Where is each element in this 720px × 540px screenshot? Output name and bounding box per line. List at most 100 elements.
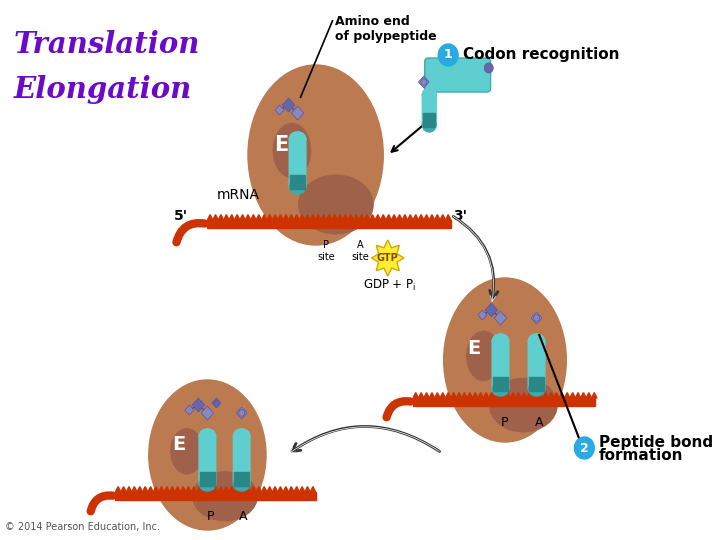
Polygon shape: [267, 487, 272, 492]
Polygon shape: [246, 214, 251, 220]
Text: 2: 2: [580, 442, 589, 455]
Polygon shape: [278, 487, 283, 492]
Text: Elongation: Elongation: [14, 75, 192, 104]
Polygon shape: [456, 393, 462, 398]
Ellipse shape: [492, 334, 508, 348]
Ellipse shape: [274, 124, 310, 178]
Polygon shape: [224, 214, 229, 220]
Polygon shape: [229, 487, 235, 492]
Bar: [235, 472, 249, 486]
Text: 5': 5': [174, 209, 188, 223]
Polygon shape: [435, 214, 440, 220]
Polygon shape: [300, 214, 305, 220]
Polygon shape: [354, 214, 359, 220]
Polygon shape: [201, 406, 214, 420]
Polygon shape: [500, 393, 505, 398]
Ellipse shape: [289, 132, 306, 146]
FancyBboxPatch shape: [492, 339, 510, 391]
Circle shape: [214, 400, 219, 406]
Polygon shape: [375, 214, 381, 220]
Polygon shape: [478, 393, 483, 398]
Polygon shape: [310, 487, 315, 492]
Polygon shape: [575, 393, 581, 398]
Text: E: E: [467, 339, 480, 357]
Ellipse shape: [199, 429, 215, 443]
Polygon shape: [143, 487, 148, 492]
Circle shape: [239, 410, 245, 416]
Polygon shape: [548, 393, 554, 398]
Text: Amino end
of polypeptide: Amino end of polypeptide: [336, 15, 437, 43]
Ellipse shape: [171, 429, 203, 474]
Polygon shape: [278, 214, 283, 220]
Polygon shape: [424, 214, 429, 220]
FancyArrowPatch shape: [176, 223, 204, 242]
Text: A: A: [239, 510, 248, 523]
Polygon shape: [478, 310, 487, 320]
Polygon shape: [332, 214, 337, 220]
Ellipse shape: [492, 382, 508, 396]
Polygon shape: [212, 398, 221, 408]
Polygon shape: [408, 214, 413, 220]
Polygon shape: [485, 303, 498, 317]
FancyArrowPatch shape: [292, 427, 439, 451]
Polygon shape: [164, 487, 169, 492]
Polygon shape: [229, 214, 235, 220]
Polygon shape: [137, 487, 143, 492]
Text: E: E: [274, 135, 289, 155]
Circle shape: [421, 79, 427, 85]
Bar: [290, 175, 305, 189]
Ellipse shape: [149, 380, 266, 530]
Polygon shape: [251, 487, 256, 492]
Polygon shape: [185, 405, 194, 415]
Polygon shape: [180, 487, 186, 492]
Ellipse shape: [467, 332, 500, 381]
Ellipse shape: [490, 379, 557, 432]
Polygon shape: [413, 214, 418, 220]
Polygon shape: [175, 487, 180, 492]
Polygon shape: [115, 487, 121, 492]
Text: GTP: GTP: [377, 253, 399, 263]
Polygon shape: [532, 393, 537, 398]
Polygon shape: [251, 214, 256, 220]
FancyBboxPatch shape: [425, 58, 490, 92]
Polygon shape: [240, 214, 246, 220]
Polygon shape: [564, 393, 570, 398]
FancyArrowPatch shape: [454, 217, 496, 301]
Polygon shape: [192, 398, 204, 412]
Polygon shape: [348, 214, 354, 220]
Circle shape: [438, 44, 458, 66]
Polygon shape: [289, 214, 294, 220]
Text: E: E: [172, 435, 185, 455]
FancyBboxPatch shape: [233, 434, 251, 486]
Polygon shape: [272, 487, 278, 492]
Text: Codon recognition: Codon recognition: [463, 48, 619, 63]
Polygon shape: [570, 393, 575, 398]
Polygon shape: [440, 214, 446, 220]
Polygon shape: [489, 393, 494, 398]
Polygon shape: [132, 487, 137, 492]
Polygon shape: [292, 106, 304, 120]
FancyArrowPatch shape: [289, 427, 439, 453]
Polygon shape: [267, 214, 272, 220]
Polygon shape: [186, 487, 192, 492]
Polygon shape: [531, 312, 542, 324]
Polygon shape: [359, 214, 364, 220]
Polygon shape: [315, 214, 321, 220]
Polygon shape: [435, 393, 440, 398]
Polygon shape: [429, 393, 435, 398]
Polygon shape: [256, 487, 261, 492]
Ellipse shape: [299, 176, 373, 234]
Polygon shape: [381, 214, 386, 220]
Polygon shape: [424, 393, 429, 398]
FancyBboxPatch shape: [199, 434, 217, 486]
Polygon shape: [343, 214, 348, 220]
Polygon shape: [494, 311, 507, 325]
Ellipse shape: [492, 334, 508, 348]
Text: A: A: [535, 416, 544, 429]
Polygon shape: [516, 393, 521, 398]
Polygon shape: [446, 214, 451, 220]
Text: P: P: [207, 510, 214, 523]
Polygon shape: [462, 393, 467, 398]
Polygon shape: [592, 393, 597, 398]
Text: Translation: Translation: [14, 30, 200, 59]
